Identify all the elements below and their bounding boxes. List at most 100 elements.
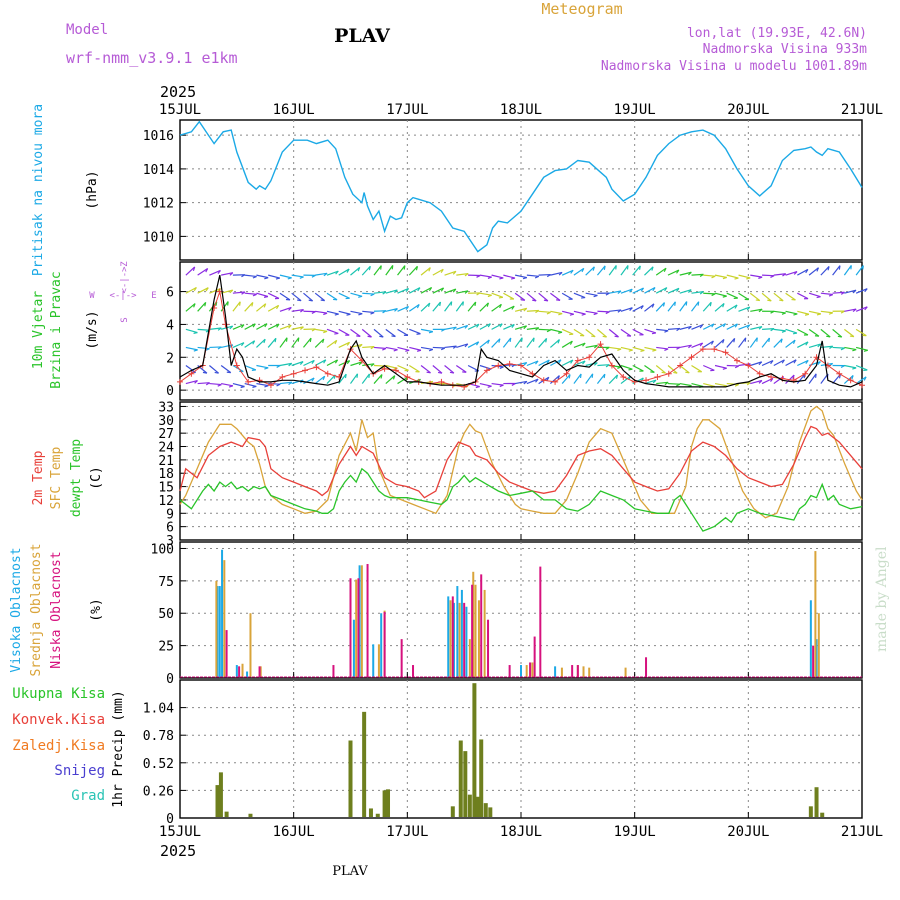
wind-arrow-head [652,287,656,292]
wind-arrow [597,310,610,313]
wind-arrow-head [664,348,669,351]
wind-arrow-head [676,269,680,274]
wind-arrow-head [722,323,727,328]
cloud-bar-low [383,611,386,677]
compass-north: Z [120,261,130,267]
wind-arrow [314,375,326,385]
wind-arrow-head [415,266,419,271]
wind-arrow-head [263,339,266,344]
compass-south: S [120,317,130,322]
wind-arrow-head [346,341,351,346]
wind-arrow [796,373,806,384]
cloud-bar-low [533,636,536,677]
wind-arrow-head [370,293,375,297]
wind-arrow [785,328,798,334]
wind-arrow [185,266,196,276]
wind-arrow-head [758,326,763,330]
wind-arrow [691,324,703,330]
wind-arrow [244,292,257,295]
wind-arrow [503,305,515,312]
wind-arrow [244,323,256,330]
wind-arrow [526,309,539,312]
cloud-bar-high [380,613,383,677]
wind-ensemble-line [179,289,863,388]
wind-arrow-head [297,337,300,342]
wind-arrow [479,302,489,312]
wind-arrow-head [275,277,280,280]
wind-arrow [620,288,633,294]
wind-arrow-head [652,349,657,352]
cloud-bar-mid [259,666,262,677]
wind-arrow-head [276,365,281,368]
wind-ensemble-marker [302,367,309,374]
wind-arrow [362,310,375,314]
ylabel-dewpt: dewpt Temp [69,439,84,517]
wind-arrow [738,306,750,312]
y-tick-label: 50 [158,607,174,622]
wind-arrow [703,292,716,295]
wind-arrow-head [652,379,657,384]
wind-arrow-head [427,302,431,308]
wind-arrow [726,292,738,299]
wind-arrow [350,328,361,337]
wind-arrow-head [617,290,622,294]
precip-legend-3: Snijeg [54,763,105,779]
ylabel-sfctemp: SFC Temp [49,447,64,510]
panel-frame-temperature [179,401,863,541]
wind-arrow [502,337,512,348]
wind-ensemble-marker [745,362,752,369]
precip-bar [808,806,813,817]
y-tick-label: 1016 [143,129,174,144]
footer-station: PLAV [332,864,368,879]
wind-arrow-head [676,287,680,292]
y-tick-label: 24 [158,441,174,456]
wind-ensemble-marker [404,374,411,380]
wind-arrow-head [322,338,325,344]
y-tick-label: 0.26 [143,784,174,799]
wind-ensemble-marker [620,374,627,380]
wind-arrow-head [510,277,516,280]
cloud-bar-high [372,644,375,677]
wind-arrow [385,308,398,312]
wind-ensemble-marker [529,370,536,377]
wind-arrow [373,328,384,338]
wind-arrow-head [827,266,830,271]
wind-arrow [820,328,831,338]
wind-arrow-head [793,313,798,316]
wind-arrow-head [464,290,469,294]
wind-arrow [691,364,703,373]
wind-ensemble-marker [643,377,650,384]
wind-arrow-head [768,337,771,343]
wind-arrow [350,373,358,384]
wind-arrow [644,328,657,334]
wind-arrow-head [217,270,221,274]
wind-arrow [773,310,786,314]
wind-arrow-head [499,304,502,309]
cloud-bar-low [357,578,360,677]
wind-arrow [844,364,857,369]
wind-arrow-head [264,323,268,328]
wind-arrow [455,365,467,373]
wind-arrow-head [570,269,574,274]
precip-bar [386,789,391,817]
wind-arrow [585,362,598,367]
wind-arrow [256,292,269,298]
wind-arrow-head [288,324,292,329]
wind-arrow-head [263,303,267,308]
wind-arrow-head [308,299,313,302]
wind-ensemble-marker [847,377,854,384]
wind-arrow [267,337,277,348]
cloud-bar-high [465,606,468,677]
wind-arrow [726,337,736,348]
cloud-bar-mid [477,600,480,677]
wind-arrow [268,274,280,279]
wind-arrow [691,291,704,294]
wind-arrow [762,274,775,277]
cloud-bar-low [812,645,815,677]
wind-arrow [373,265,382,276]
wind-ensemble-marker [279,374,286,380]
wind-arrow [596,265,606,276]
wind-arrow-head [699,273,704,278]
wind-arrow [550,339,560,348]
ylabel-pressure: Pritisak na nivou mora [31,104,46,276]
